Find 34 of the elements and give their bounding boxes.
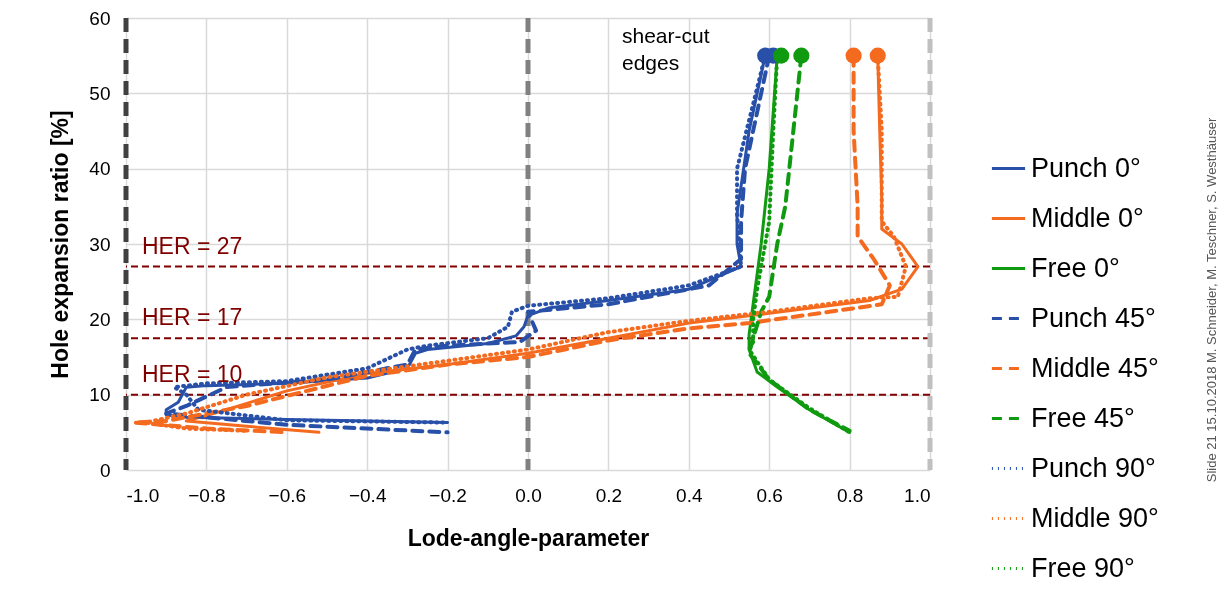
x-tick-label: −0.2 bbox=[429, 484, 467, 506]
legend-label: Punch 45° bbox=[1031, 302, 1156, 333]
y-tick-label: 30 bbox=[89, 233, 111, 255]
text: Slide 21 15.10.2018 M. Schneider, M. Teschner, S. Westhäuser bbox=[1204, 117, 1219, 483]
x-tick-label: 0.2 bbox=[595, 484, 623, 506]
ref-line-label: HER = 10 bbox=[142, 360, 243, 387]
x-axis-title: Lode-angle-parameter bbox=[407, 524, 650, 551]
legend-label: Punch 90° bbox=[1031, 452, 1156, 483]
x-tick-label: 1.0 bbox=[904, 484, 931, 506]
legend-label: Punch 0° bbox=[1031, 152, 1141, 183]
ref-line-label: HER = 17 bbox=[142, 304, 243, 331]
x-tick-label: 0.0 bbox=[515, 484, 542, 506]
x-tick-label: −0.6 bbox=[268, 484, 307, 506]
x-tick-label: −0.4 bbox=[348, 484, 387, 506]
x-tick-label: 0.6 bbox=[756, 484, 783, 506]
y-tick-label: 40 bbox=[89, 158, 111, 180]
y-tick-label: 10 bbox=[89, 384, 111, 406]
x-tick-label: 0.4 bbox=[676, 484, 703, 506]
y-tick-label: 20 bbox=[89, 308, 111, 330]
legend-label: Middle 0° bbox=[1031, 202, 1144, 233]
legend-label: Free 90° bbox=[1031, 552, 1135, 583]
legend-label: Middle 45° bbox=[1031, 352, 1159, 383]
x-tick-label: -1.0 bbox=[126, 484, 160, 506]
x-tick-label: −0.8 bbox=[188, 484, 226, 506]
legend-label: Middle 90° bbox=[1031, 502, 1159, 533]
x-tick-label: 0.8 bbox=[836, 484, 864, 506]
y-tick-label: 50 bbox=[89, 82, 111, 104]
y-tick-label: 60 bbox=[89, 7, 111, 29]
legend-label: Free 0° bbox=[1031, 252, 1120, 283]
y-axis-title: Hole expansion ratio [%] bbox=[47, 110, 74, 379]
ref-line-label: HER = 27 bbox=[142, 232, 243, 259]
y-tick-label: 0 bbox=[99, 459, 111, 481]
annotation: shear-cut edges bbox=[622, 24, 710, 74]
legend-label: Free 45° bbox=[1031, 402, 1135, 433]
